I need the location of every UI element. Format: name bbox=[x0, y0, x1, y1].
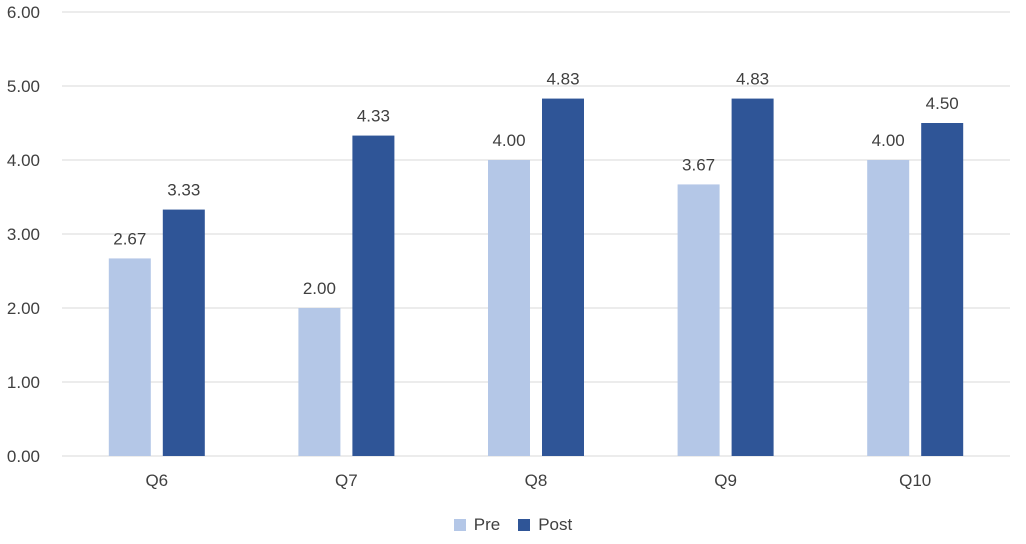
data-label: 3.33 bbox=[167, 181, 200, 200]
data-label: 4.33 bbox=[357, 107, 390, 126]
data-label: 4.83 bbox=[546, 70, 579, 89]
bar-pre bbox=[298, 308, 341, 456]
y-tick-label: 5.00 bbox=[7, 77, 40, 96]
data-label: 2.67 bbox=[113, 229, 146, 248]
x-tick-label: Q7 bbox=[335, 471, 358, 490]
legend-item-post: Post bbox=[518, 515, 572, 535]
data-label: 2.00 bbox=[303, 279, 336, 298]
x-tick-label: Q6 bbox=[145, 471, 168, 490]
x-axis-tick-labels: Q6 Q7 Q8 Q9 Q10 bbox=[145, 471, 931, 490]
legend-label-post: Post bbox=[538, 515, 573, 534]
bar-pre bbox=[867, 160, 910, 456]
bar-pre bbox=[677, 184, 720, 457]
bar-post bbox=[731, 98, 774, 456]
bar-post bbox=[162, 209, 205, 456]
y-tick-label: 0.00 bbox=[7, 447, 40, 466]
bar-post bbox=[921, 123, 964, 456]
legend-label-pre: Pre bbox=[473, 515, 501, 534]
bars bbox=[108, 98, 964, 457]
legend-item-pre: Pre bbox=[453, 515, 501, 535]
x-tick-label: Q8 bbox=[525, 471, 548, 490]
data-label: 3.67 bbox=[682, 155, 715, 174]
legend-swatch-pre bbox=[453, 519, 466, 531]
y-axis-tick-labels: 0.00 1.00 2.00 3.00 4.00 5.00 6.00 bbox=[7, 3, 40, 466]
bar-post bbox=[352, 135, 395, 456]
data-label: 4.00 bbox=[492, 131, 525, 150]
bar-pre bbox=[108, 258, 151, 456]
gridlines bbox=[62, 11, 1010, 457]
y-tick-label: 6.00 bbox=[7, 3, 40, 22]
y-tick-label: 4.00 bbox=[7, 151, 40, 170]
y-tick-label: 3.00 bbox=[7, 225, 40, 244]
data-labels: 2.67 3.33 2.00 4.33 4.00 4.83 3.67 4.83 4.00 4.50 bbox=[113, 70, 958, 298]
y-tick-label: 1.00 bbox=[7, 373, 40, 392]
legend-swatch-post bbox=[518, 519, 531, 531]
data-label: 4.83 bbox=[736, 70, 769, 89]
bar-post bbox=[542, 98, 584, 456]
data-label: 4.00 bbox=[872, 131, 905, 150]
bar-pre bbox=[488, 160, 530, 456]
x-tick-label: Q9 bbox=[714, 471, 737, 490]
chart-legend: Pre Post bbox=[0, 515, 1026, 535]
x-tick-label: Q10 bbox=[899, 471, 931, 490]
data-label: 4.50 bbox=[926, 94, 959, 113]
y-tick-label: 2.00 bbox=[7, 299, 40, 318]
